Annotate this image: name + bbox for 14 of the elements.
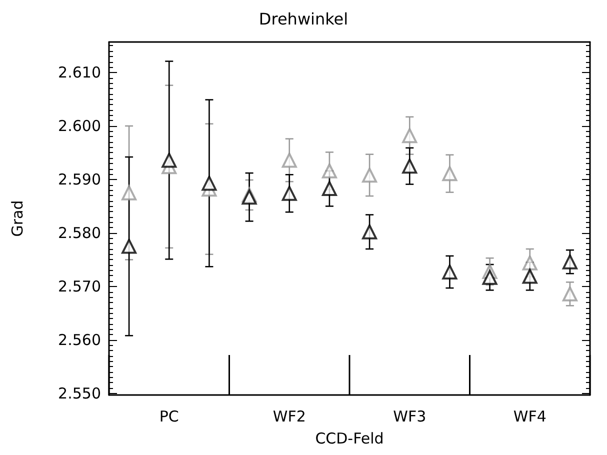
x-axis-title: CCD-Feld bbox=[315, 430, 384, 448]
y-tick-label: 2.570 bbox=[58, 277, 101, 296]
y-tick-label: 2.580 bbox=[58, 224, 101, 242]
x-tick-label: PC bbox=[159, 408, 179, 426]
y-tick-label: 2.550 bbox=[58, 384, 101, 402]
x-tick-label: WF3 bbox=[393, 408, 426, 426]
y-tick-label: 2.560 bbox=[58, 330, 101, 349]
x-tick-label: WF4 bbox=[513, 408, 546, 426]
y-tick-label: 2.590 bbox=[58, 170, 101, 188]
y-axis-title: Grad bbox=[8, 200, 26, 237]
x-tick-label: WF2 bbox=[272, 408, 306, 426]
chart-title: Drehwinkel bbox=[258, 10, 348, 28]
y-tick-label: 2.600 bbox=[58, 116, 101, 135]
y-tick-label: 2.610 bbox=[58, 63, 101, 82]
